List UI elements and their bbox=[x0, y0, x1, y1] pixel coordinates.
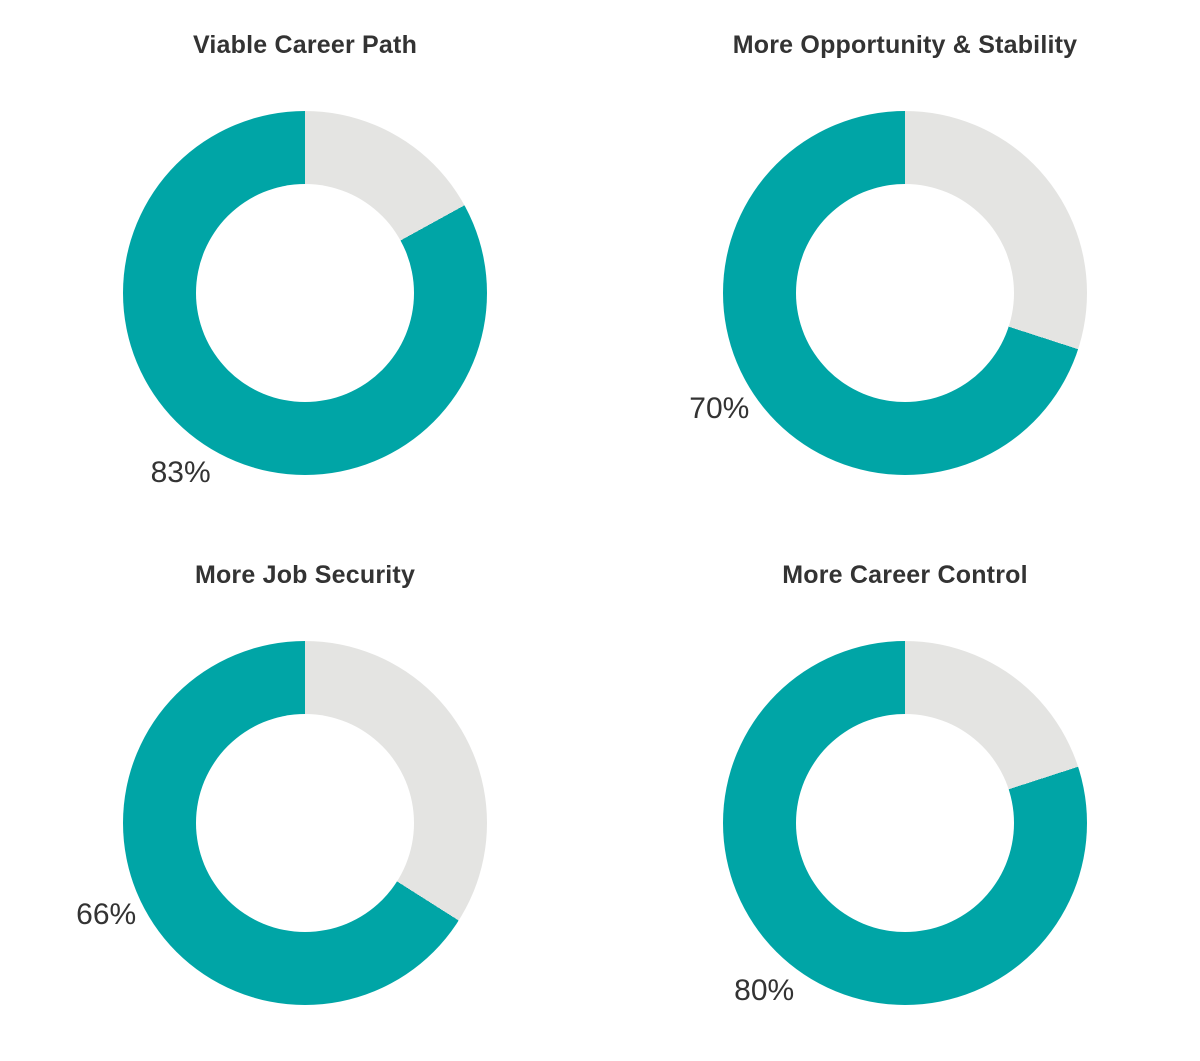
percent-label: 80% bbox=[734, 973, 795, 1007]
chart-title: More Job Security bbox=[194, 561, 416, 589]
donut-hole bbox=[196, 714, 414, 932]
percent-label: 83% bbox=[150, 456, 211, 490]
donut-ring bbox=[123, 111, 487, 475]
chart-cell-more-job-security: More Job Security 66% bbox=[0, 530, 600, 1061]
chart-title: Viable Career Path bbox=[192, 31, 418, 59]
donut-ring bbox=[123, 641, 487, 1005]
donut-ring bbox=[723, 111, 1087, 475]
chart-title: More Career Control bbox=[782, 561, 1028, 589]
donut-hole bbox=[796, 714, 1014, 932]
percent-label: 66% bbox=[76, 897, 137, 931]
chart-title: More Opportunity & Stability bbox=[732, 31, 1078, 59]
donut-hole bbox=[196, 184, 414, 402]
chart-cell-more-opportunity-stability: More Opportunity & Stability 70% bbox=[600, 0, 1200, 530]
chart-cell-viable-career-path: Viable Career Path 83% bbox=[0, 0, 600, 530]
percent-label: 70% bbox=[689, 392, 750, 426]
donut-ring bbox=[723, 641, 1087, 1005]
donut-hole bbox=[796, 184, 1014, 402]
chart-cell-more-career-control: More Career Control 80% bbox=[600, 530, 1200, 1061]
